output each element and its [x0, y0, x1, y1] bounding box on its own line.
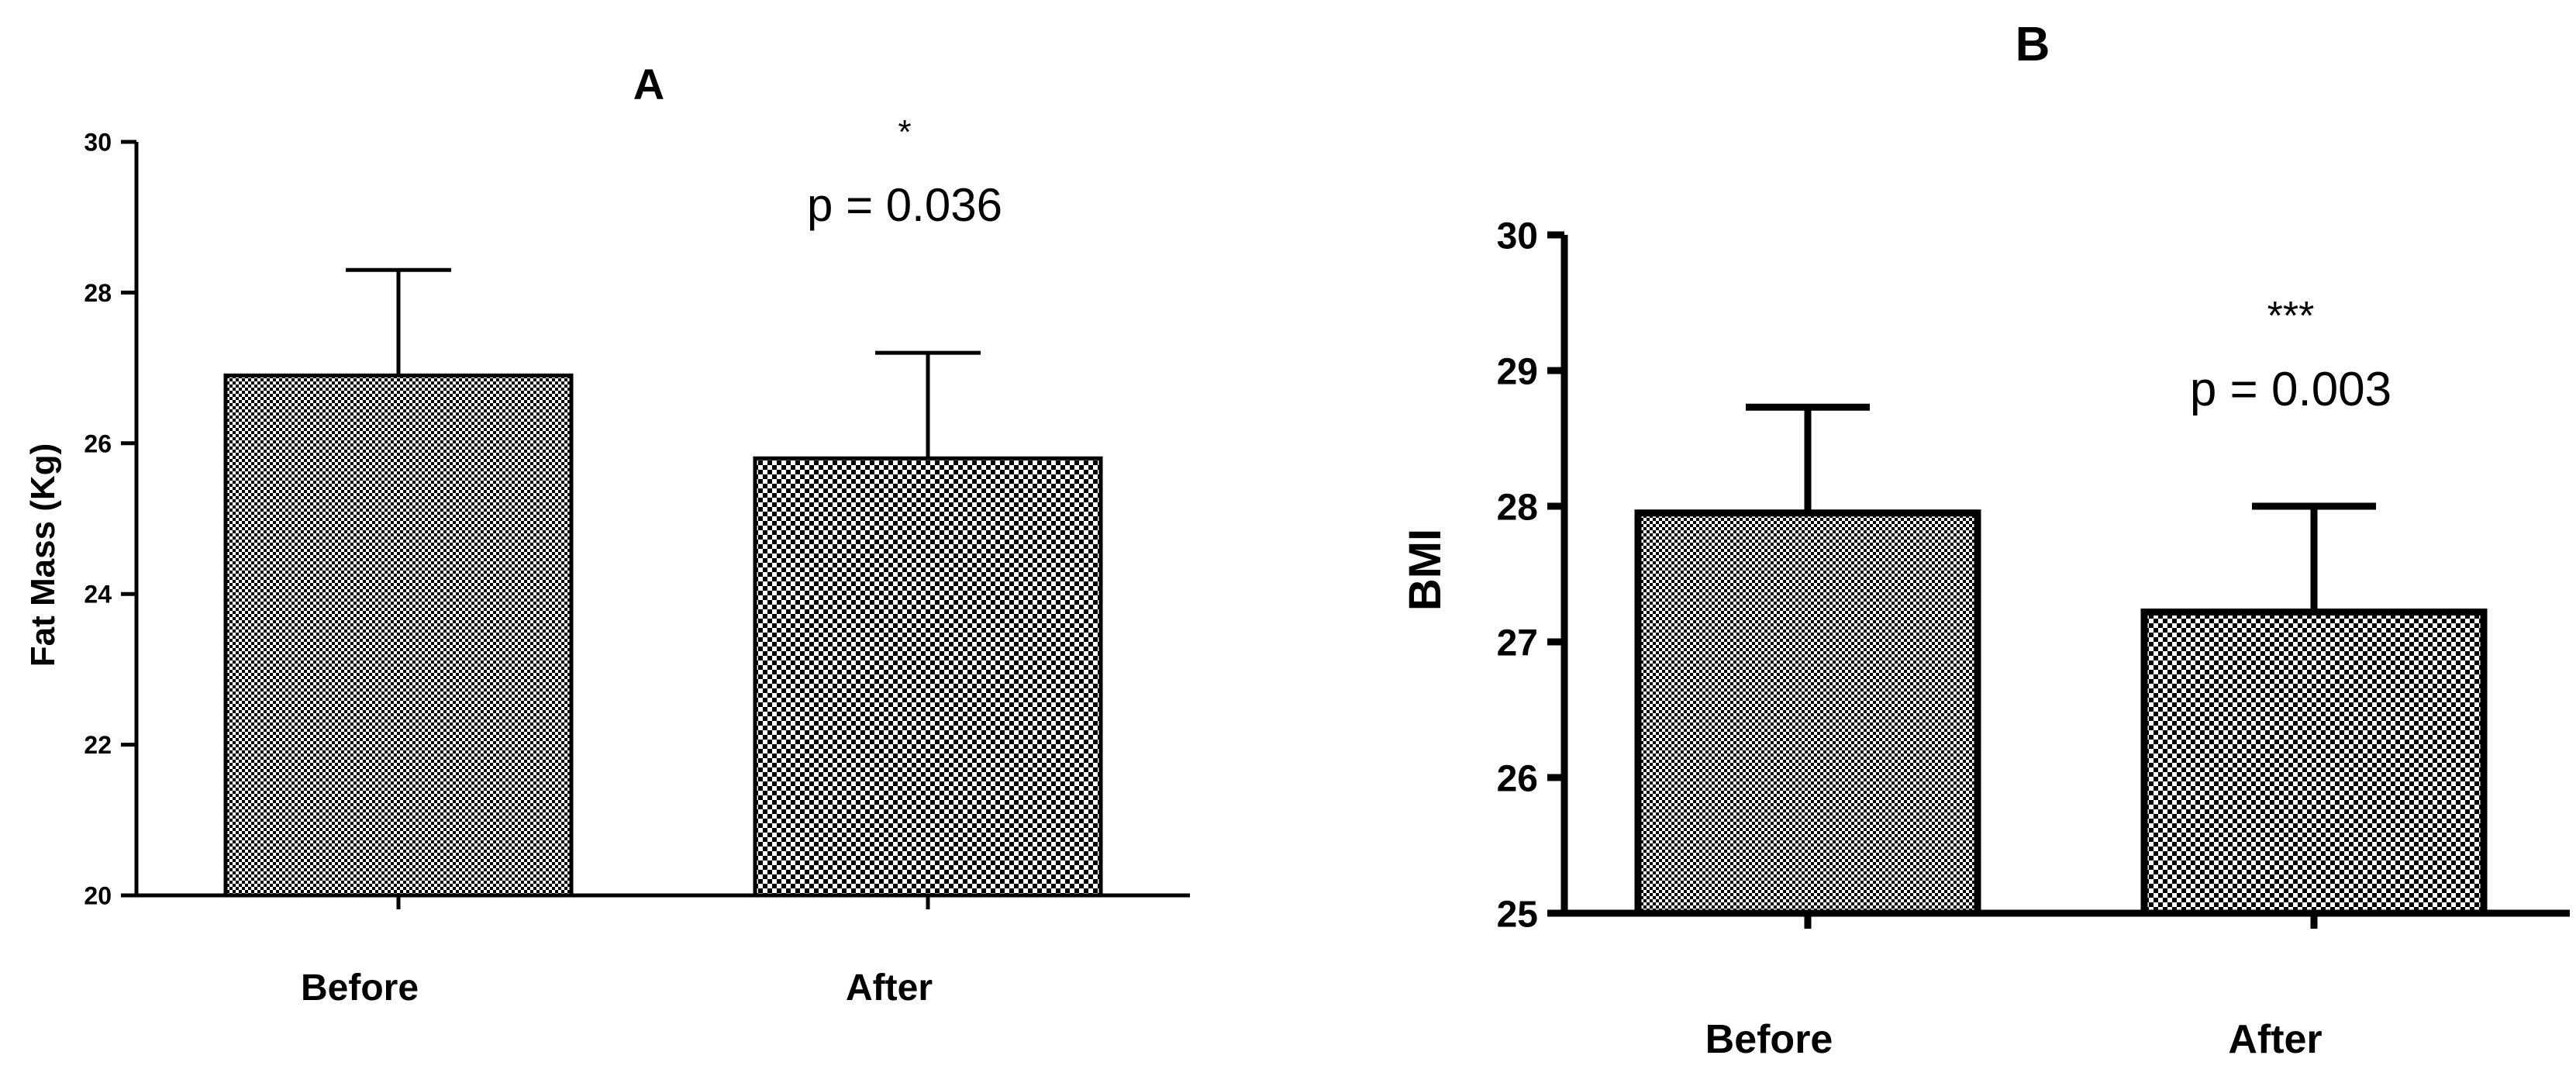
panel-a-y-tick-label: 24 [84, 581, 112, 609]
panel-a-bars [223, 267, 1103, 898]
panel-b-y-tick-label: 26 [1497, 758, 1538, 799]
panel-b-chart: B BMI 25 26 27 28 29 30 Before After *** p = 0.0… [1400, 18, 2570, 1062]
panel-a-annotations: * p = 0.036 [807, 113, 1002, 231]
panel-b-bars [1634, 403, 2488, 917]
panel-b-x-tick-label: Before [1705, 1017, 1833, 1062]
panel-a-bar-before [223, 373, 574, 898]
panel-b-y-tick-label: 28 [1497, 487, 1538, 528]
panel-b-p-value-label: p = 0.003 [2190, 363, 2392, 416]
panel-a-title: A [633, 60, 664, 109]
panel-a-y-axis-label: Fat Mass (Kg) [24, 443, 62, 667]
panel-b-annotations: *** p = 0.003 [2190, 294, 2392, 416]
panel-a-y-tick-label: 30 [84, 129, 112, 157]
panel-a-bar-after [753, 456, 1103, 898]
panel-a-significance-marker: * [898, 113, 911, 151]
panel-b-x-tick-label: After [2228, 1017, 2322, 1062]
panel-b-y-tick-label: 30 [1497, 216, 1538, 257]
panel-a-y-tick-label: 28 [84, 279, 112, 307]
panel-b-title: B [2016, 18, 2050, 71]
panel-b-significance-marker: *** [2267, 294, 2315, 339]
panel-b-bar-after [2140, 609, 2488, 917]
panel-a-x-tick-label: Before [301, 967, 419, 1009]
panel-b-y-tick-label: 27 [1497, 622, 1538, 664]
panel-a-y-tick-label: 22 [84, 731, 112, 759]
panel-b-bar-before [1634, 509, 1981, 917]
panel-a-y-tick-label: 20 [84, 882, 112, 910]
panel-a-p-value-label: p = 0.036 [807, 179, 1002, 231]
panel-b-y-tick-label: 25 [1497, 894, 1538, 935]
panel-b-y-tick-label: 29 [1497, 351, 1538, 392]
panel-b-y-axis-label: BMI [1400, 529, 1450, 611]
panel-a-y-tick-label: 26 [84, 429, 112, 457]
panel-a-x-tick-label: After [846, 967, 933, 1009]
